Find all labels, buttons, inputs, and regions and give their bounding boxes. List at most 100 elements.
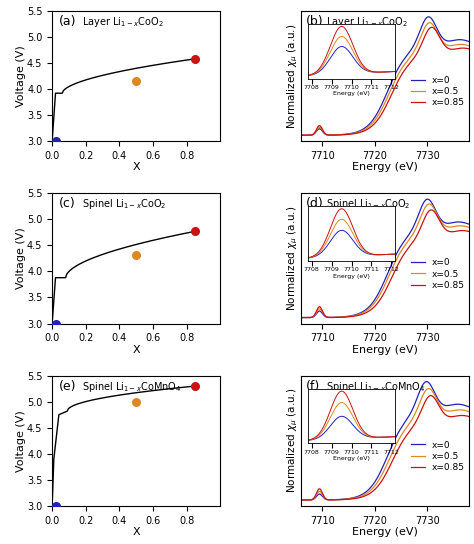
x=0.85 [459, 45, 465, 51]
x=0.85 [338, 497, 344, 503]
x=0 [351, 129, 357, 136]
Legend: x=0, x=0.5, x=0.85: x=0, x=0.5, x=0.85 [411, 258, 465, 290]
Legend: x=0, x=0.5, x=0.85: x=0, x=0.5, x=0.85 [411, 441, 465, 472]
Y-axis label: Voltage (V): Voltage (V) [16, 45, 26, 107]
x=0.5 [437, 400, 442, 407]
Text: (f): (f) [306, 380, 320, 393]
x=0.85 [293, 314, 299, 321]
x=0.5 [293, 497, 299, 503]
x=0.85 [351, 496, 357, 502]
Line: x=0.85: x=0.85 [296, 395, 474, 500]
x=0.5 [345, 496, 350, 502]
x=0.5 [345, 131, 350, 138]
x=0.85 [345, 313, 350, 320]
x=0.85 [338, 132, 344, 138]
x=0 [414, 36, 419, 42]
x=0 [424, 378, 429, 385]
x=0.85 [338, 314, 344, 320]
X-axis label: Energy (eV): Energy (eV) [352, 527, 418, 537]
x=0 [345, 313, 350, 320]
x=0 [459, 219, 465, 225]
x=0.5 [351, 495, 357, 502]
x=0 [437, 214, 442, 220]
x=0.85 [414, 51, 419, 57]
x=0.5 [351, 312, 357, 319]
x=0.85 [437, 403, 442, 410]
Text: (b): (b) [306, 15, 324, 28]
Text: (a): (a) [59, 15, 76, 28]
x=0 [459, 36, 465, 43]
Line: x=0.5: x=0.5 [296, 204, 474, 318]
x=0.5 [437, 33, 442, 39]
x=0.5 [293, 314, 299, 321]
Line: x=0: x=0 [296, 381, 474, 500]
X-axis label: X: X [132, 527, 140, 537]
x=0 [293, 314, 299, 321]
x=0.5 [427, 201, 432, 207]
x=0.5 [351, 130, 357, 137]
x=0.85 [437, 217, 442, 223]
x=0 [414, 396, 419, 403]
x=0 [351, 312, 357, 318]
x=0.5 [338, 314, 344, 320]
x=0 [425, 196, 430, 202]
x=0.85 [437, 33, 442, 40]
x=0 [345, 496, 350, 502]
Text: Layer Li$_{1-x}$CoO$_2$: Layer Li$_{1-x}$CoO$_2$ [326, 15, 408, 29]
Text: (d): (d) [306, 197, 324, 210]
Y-axis label: Normalized $\chi_\mu$ (a.u.): Normalized $\chi_\mu$ (a.u.) [285, 206, 300, 311]
x=0.85 [459, 227, 465, 234]
x=0 [414, 216, 419, 222]
x=0.5 [426, 385, 431, 392]
Text: Layer Li$_{1-x}$CoO$_2$: Layer Li$_{1-x}$CoO$_2$ [82, 15, 164, 29]
Y-axis label: Normalized $\chi_\mu$ (a.u.): Normalized $\chi_\mu$ (a.u.) [285, 23, 300, 129]
Line: x=0.5: x=0.5 [296, 23, 474, 135]
Text: (c): (c) [59, 197, 76, 210]
x=0 [338, 314, 344, 320]
x=0.85 [414, 417, 419, 424]
Line: x=0: x=0 [296, 17, 474, 135]
x=0.85 [428, 207, 434, 213]
Line: x=0.85: x=0.85 [296, 27, 474, 135]
x=0.85 [428, 392, 434, 399]
x=0.5 [338, 496, 344, 503]
x=0.85 [293, 497, 299, 503]
x=0.5 [338, 132, 344, 138]
x=0 [426, 14, 431, 20]
x=0.5 [414, 224, 419, 230]
X-axis label: Energy (eV): Energy (eV) [352, 345, 418, 355]
x=0.5 [414, 407, 419, 413]
x=0.85 [351, 131, 357, 137]
Y-axis label: Normalized $\chi_\mu$ (a.u.): Normalized $\chi_\mu$ (a.u.) [285, 388, 300, 493]
x=0 [293, 132, 299, 139]
x=0.5 [459, 41, 465, 48]
Text: Spinel Li$_{1-x}$CoMnO$_4$: Spinel Li$_{1-x}$CoMnO$_4$ [82, 380, 182, 393]
x=0.85 [414, 233, 419, 239]
Text: Spinel Li$_{1-x}$CoMnO$_4$: Spinel Li$_{1-x}$CoMnO$_4$ [326, 380, 426, 393]
X-axis label: X: X [132, 345, 140, 355]
x=0 [437, 30, 442, 36]
Legend: x=0, x=0.5, x=0.85: x=0, x=0.5, x=0.85 [411, 76, 465, 107]
Text: Spinel Li$_{1-x}$CoO$_2$: Spinel Li$_{1-x}$CoO$_2$ [326, 197, 411, 211]
Text: Spinel Li$_{1-x}$CoO$_2$: Spinel Li$_{1-x}$CoO$_2$ [82, 197, 167, 211]
Y-axis label: Voltage (V): Voltage (V) [16, 410, 26, 472]
x=0.5 [293, 132, 299, 139]
x=0 [338, 496, 344, 503]
x=0 [351, 494, 357, 501]
x=0.5 [459, 222, 465, 229]
x=0.85 [429, 24, 435, 30]
x=0 [437, 398, 442, 404]
x=0.5 [427, 20, 433, 26]
Text: (e): (e) [59, 380, 76, 393]
x=0.5 [414, 43, 419, 50]
x=0 [293, 497, 299, 503]
x=0.85 [351, 313, 357, 319]
X-axis label: Energy (eV): Energy (eV) [352, 162, 418, 172]
X-axis label: X: X [132, 162, 140, 172]
x=0.85 [459, 412, 465, 419]
x=0.5 [437, 215, 442, 222]
Line: x=0: x=0 [296, 199, 474, 318]
x=0.85 [293, 132, 299, 139]
x=0.85 [345, 131, 350, 138]
x=0 [459, 401, 465, 408]
